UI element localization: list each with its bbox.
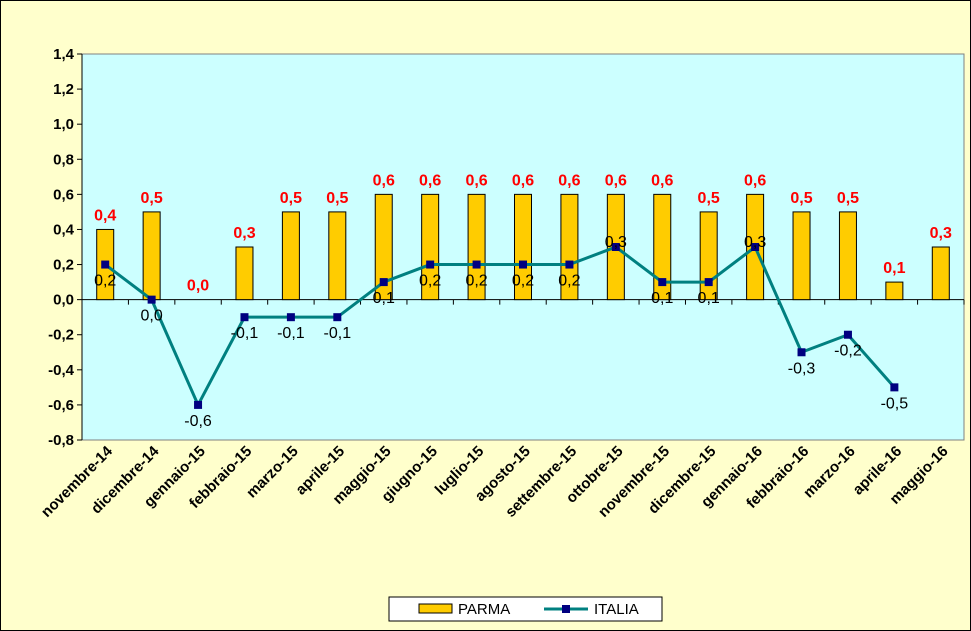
marker-italia [426,260,435,269]
marker-italia [797,348,806,357]
marker-italia [890,383,899,392]
y-tick-label: 0,8 [53,151,74,168]
y-tick-label: -0,6 [48,397,74,414]
line-label-italia: -0,3 [788,360,816,377]
marker-italia [843,330,852,339]
y-tick-label: 0,6 [53,186,74,203]
line-label-italia: -0,1 [277,325,305,342]
legend: PARMA ITALIA [388,596,663,622]
bar-parma [328,211,347,301]
marker-italia [611,243,620,251]
bar-label-parma: 0,5 [326,190,348,207]
bar-label-parma: 0,3 [233,225,255,242]
line-label-italia: -0,1 [324,325,352,342]
marker-italia [658,278,667,287]
line-label-italia: 0,2 [465,273,487,290]
bar-parma [653,193,672,301]
bar-label-parma: 0,6 [512,172,534,189]
bar-label-parma: 0,5 [280,190,302,207]
y-tick-label: 0,0 [53,292,74,309]
y-tick-label: -0,8 [48,432,74,449]
marker-italia [286,313,295,322]
line-label-italia: 0,1 [373,290,395,307]
legend-swatch-parma [418,603,453,614]
line-italia [104,244,896,409]
bar-label-parma: 0,3 [930,225,952,242]
marker-italia [704,278,713,287]
line-label-italia: -0,5 [881,395,909,412]
marker-italia [565,260,574,269]
bar-parma [421,193,440,301]
y-tick-label: 0,4 [53,221,75,238]
legend-swatch-italia-marker [562,605,570,613]
line-label-italia: 0,2 [512,273,534,290]
line-label-italia: 0,0 [141,308,163,325]
bar-parma [281,211,300,301]
line-label-italia: 0,1 [698,290,720,307]
bar-label-parma: 0,0 [187,278,209,295]
marker-italia [333,313,342,322]
marker-italia [194,400,203,409]
bar-parma [514,193,532,301]
bar-label-parma: 0,6 [465,172,487,189]
bar-label-parma: 0,1 [883,260,905,277]
bar-parma [235,246,254,301]
line-label-italia: 0,2 [558,273,580,290]
bar-label-parma: 0,6 [651,172,673,189]
marker-italia [101,260,110,269]
marker-italia [751,243,760,251]
line-label-italia: -0,6 [184,413,212,430]
legend-label-parma: PARMA [458,601,510,618]
bar-parma [142,211,161,301]
marker-italia [379,278,388,287]
y-tick-label: 0,2 [53,257,74,274]
bar-label-parma: 0,6 [373,172,395,189]
bar-label-parma: 0,5 [790,190,812,207]
bar-parma [374,193,393,301]
y-tick-label: -0,4 [48,362,75,379]
bar-parma [885,281,904,301]
line-label-italia: 0,2 [419,273,441,290]
bar-parma [560,193,579,301]
bar-label-parma: 0,4 [94,207,116,224]
bar-label-parma: 0,5 [698,190,720,207]
line-label-italia: 0,2 [94,273,116,290]
y-tick-label: 1,4 [53,46,75,63]
bar-label-parma: 0,5 [141,190,163,207]
bar-label-parma: 0,6 [558,172,580,189]
bar-label-parma: 0,6 [605,172,627,189]
bar-label-parma: 0,6 [744,172,766,189]
bar-parma [838,211,857,301]
marker-italia [240,313,249,322]
line-label-italia: 0,1 [651,290,673,307]
marker-italia [147,295,156,304]
line-label-italia: 0,3 [605,234,627,251]
bar-label-parma: 0,6 [419,172,441,189]
marker-italia [472,260,481,269]
bar-parma [467,193,486,301]
y-tick-label: 1,0 [53,116,74,133]
bar-parma [931,246,950,301]
y-tick-label: 1,2 [53,81,74,98]
line-label-italia: -0,2 [834,343,862,360]
legend-label-italia: ITALIA [594,601,639,618]
bar-parma [699,211,718,301]
legend-box [388,596,663,622]
y-tick-label: -0,2 [48,327,74,344]
bar-parma [792,211,811,301]
bar-label-parma: 0,5 [837,190,859,207]
line-label-italia: -0,1 [231,325,259,342]
marker-italia [519,260,527,269]
line-label-italia: 0,3 [744,234,766,251]
